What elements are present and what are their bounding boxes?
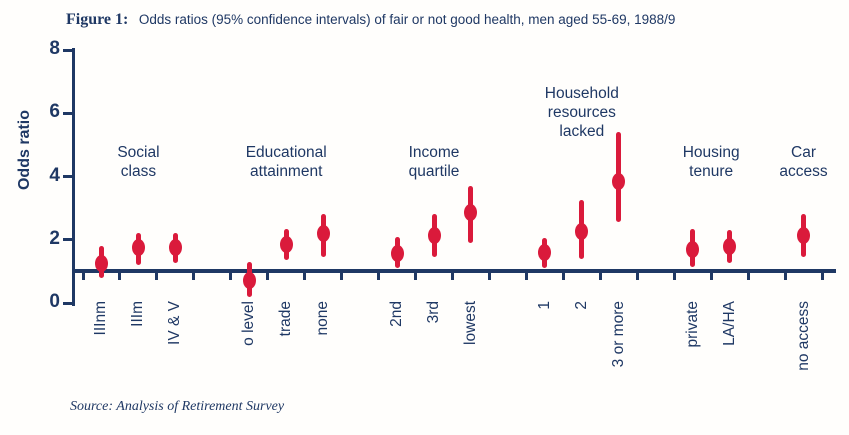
y-axis-tick (63, 175, 72, 178)
point-marker (464, 204, 478, 222)
x-axis-line (72, 269, 836, 274)
category-label: LA/HA (720, 301, 738, 346)
x-axis-tick (414, 273, 418, 281)
y-axis-tick (63, 238, 72, 242)
category-label: o level (240, 301, 258, 346)
y-axis-tick (63, 111, 72, 115)
point-marker (686, 240, 700, 258)
x-axis-tick (81, 273, 85, 281)
category-label: 3rd (425, 301, 443, 324)
point-marker (279, 235, 293, 253)
group-label: Income quartile (408, 144, 460, 180)
x-axis-tick (229, 273, 233, 281)
group-label: Social class (117, 144, 160, 180)
category-label: private (683, 301, 701, 348)
x-axis-tick (155, 273, 159, 281)
x-axis-tick (266, 273, 270, 281)
category-label: 3 or more (609, 301, 627, 368)
figure-title-text: Odds ratios (95% confidence intervals) o… (138, 12, 676, 27)
point-marker (131, 239, 145, 257)
category-label: IV & V (166, 301, 184, 345)
x-axis-tick (561, 273, 565, 281)
point-marker (168, 239, 182, 257)
x-axis-tick (598, 273, 602, 281)
x-axis-tick (709, 273, 713, 281)
category-label: 2nd (388, 301, 406, 327)
y-axis-tick (63, 301, 72, 305)
group-label: Housing tenure (682, 144, 740, 180)
point-marker (390, 245, 404, 263)
x-axis-tick (118, 273, 122, 281)
point-marker (242, 272, 256, 290)
category-label: 1 (535, 301, 553, 310)
group-label: Educational attainment (245, 144, 327, 180)
x-axis-tick (451, 273, 454, 281)
category-label: IIInm (92, 301, 110, 336)
x-axis-tick (820, 273, 824, 281)
category-label: lowest (461, 301, 479, 345)
point-marker (575, 223, 589, 241)
figure-number-label: Figure 1: (66, 11, 129, 28)
point-marker (427, 226, 441, 244)
x-axis-tick (487, 273, 491, 281)
x-axis-tick (192, 273, 196, 281)
point-marker (94, 254, 108, 272)
y-tick-label: 2 (49, 227, 60, 249)
x-axis-tick (672, 273, 676, 281)
y-axis-title: Odds ratio (16, 109, 33, 191)
y-tick-label: 6 (49, 101, 60, 123)
y-tick-label: 8 (49, 38, 60, 59)
x-axis-tick (635, 273, 639, 281)
figure-title: Figure 1: Odds ratios (95% confidence in… (66, 11, 675, 29)
point-marker (797, 226, 811, 244)
y-axis-line (72, 48, 75, 306)
y-tick-label: 4 (49, 164, 60, 186)
category-label: no access (794, 301, 812, 371)
group-label: Household resources lacked (544, 85, 619, 140)
x-axis-tick (377, 273, 381, 281)
source-note: Source: Analysis of Retirement Survey (70, 399, 285, 414)
x-axis-tick (340, 273, 344, 281)
category-label: IIIm (129, 301, 147, 327)
x-axis-tick (524, 273, 528, 281)
category-label: 2 (572, 301, 590, 310)
category-label: trade (277, 301, 295, 337)
point-marker (538, 243, 552, 261)
y-tick-label: 0 (49, 291, 60, 312)
point-marker (316, 224, 330, 242)
x-axis-tick (303, 273, 307, 281)
category-label: none (314, 301, 332, 336)
group-label: Car access (779, 144, 828, 180)
x-axis-tick (746, 273, 750, 281)
point-marker (612, 172, 626, 190)
x-axis-tick (783, 273, 787, 281)
y-axis-tick (63, 48, 72, 52)
point-marker (723, 237, 737, 255)
